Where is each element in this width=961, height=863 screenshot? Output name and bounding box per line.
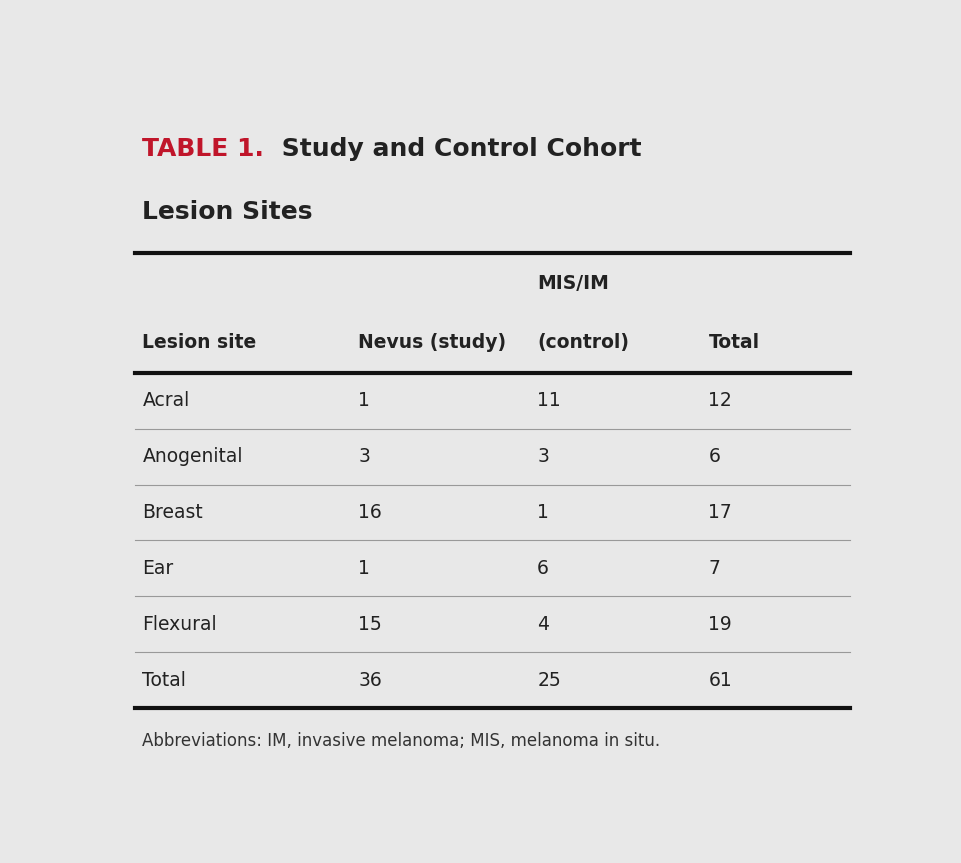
Text: 4: 4	[537, 614, 549, 633]
Text: 6: 6	[708, 447, 721, 466]
Text: 6: 6	[537, 559, 549, 578]
Text: Lesion Sites: Lesion Sites	[142, 200, 313, 224]
Text: Acral: Acral	[142, 391, 189, 410]
Text: 11: 11	[537, 391, 561, 410]
Text: 25: 25	[537, 671, 561, 690]
Text: 3: 3	[358, 447, 370, 466]
Text: Total: Total	[708, 333, 759, 352]
Text: 3: 3	[537, 447, 549, 466]
Text: TABLE 1.: TABLE 1.	[142, 137, 264, 161]
Text: Ear: Ear	[142, 559, 174, 578]
Text: 1: 1	[358, 391, 370, 410]
Text: Anogenital: Anogenital	[142, 447, 243, 466]
Text: 61: 61	[708, 671, 732, 690]
Text: Lesion site: Lesion site	[142, 333, 257, 352]
Text: Nevus (study): Nevus (study)	[358, 333, 506, 352]
Text: 19: 19	[708, 614, 732, 633]
Text: Breast: Breast	[142, 503, 203, 522]
Text: (control): (control)	[537, 333, 629, 352]
Text: Total: Total	[142, 671, 186, 690]
Text: MIS/IM: MIS/IM	[537, 274, 609, 293]
Text: 1: 1	[537, 503, 549, 522]
Text: Study and Control Cohort: Study and Control Cohort	[273, 137, 641, 161]
Text: 7: 7	[708, 559, 721, 578]
Text: 1: 1	[358, 559, 370, 578]
Text: 16: 16	[358, 503, 382, 522]
Text: Abbreviations: IM, invasive melanoma; MIS, melanoma in situ.: Abbreviations: IM, invasive melanoma; MI…	[142, 732, 660, 750]
Text: 15: 15	[358, 614, 382, 633]
Text: 36: 36	[358, 671, 382, 690]
Text: 17: 17	[708, 503, 732, 522]
Text: 12: 12	[708, 391, 732, 410]
Text: Flexural: Flexural	[142, 614, 217, 633]
